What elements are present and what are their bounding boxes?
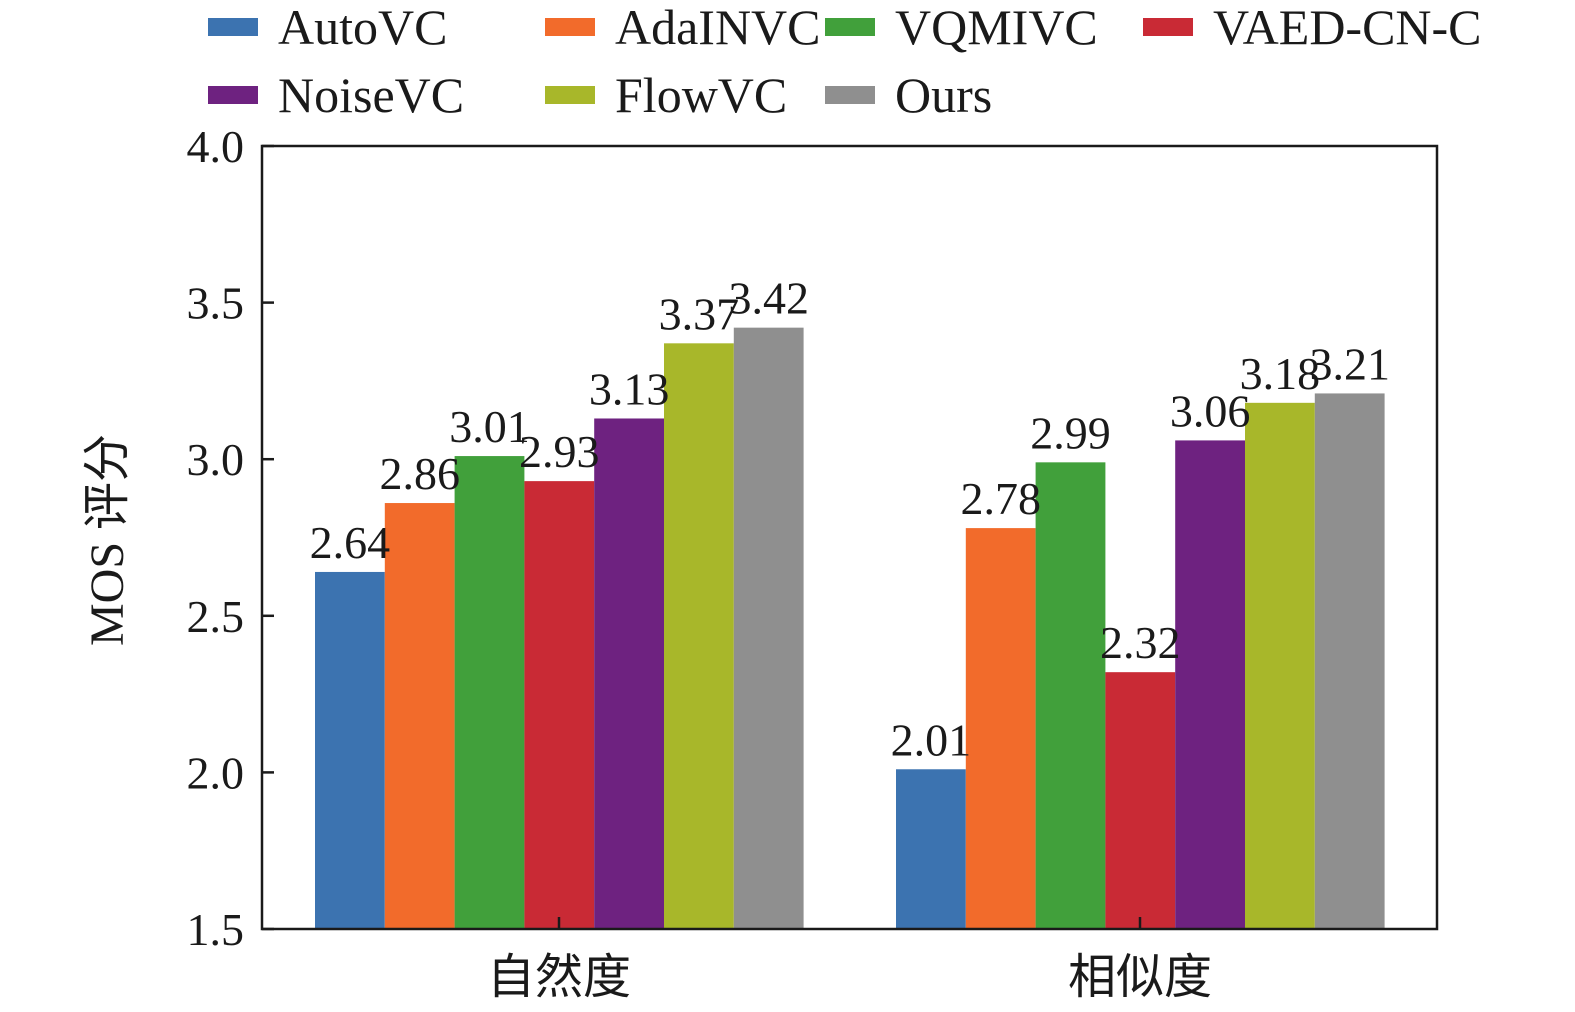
data-labels: 2.64 2.863.012.93 3.13 3.373.42 2.01 2.78 2.99… bbox=[310, 273, 1390, 766]
legend-label: Ours bbox=[895, 67, 992, 123]
data-label: 2.86 bbox=[379, 448, 460, 499]
legend-label: VAED-CN-C bbox=[1213, 0, 1482, 55]
y-tick-label: 4.0 bbox=[187, 121, 245, 172]
data-label: 3.06 bbox=[1170, 385, 1251, 436]
y-tick-label: 3.0 bbox=[187, 434, 245, 485]
legend-swatch-ours bbox=[825, 86, 875, 104]
bar-flowvc-0 bbox=[664, 343, 734, 929]
data-label: 2.64 bbox=[310, 517, 391, 568]
legend-label: AdaINVC bbox=[615, 0, 821, 55]
bar-vqmivc-0 bbox=[454, 456, 525, 929]
bar-autovc-1 bbox=[896, 769, 966, 929]
x-category-label: 相似度 bbox=[1068, 951, 1212, 1004]
y-axis-title: MOS 评分 bbox=[81, 434, 134, 646]
bar-adainvc-1 bbox=[965, 528, 1036, 929]
data-label: 3.13 bbox=[589, 363, 670, 414]
bar-adainvc-0 bbox=[384, 503, 455, 929]
legend-swatch-flowvc bbox=[545, 86, 595, 104]
plot-frame bbox=[260, 144, 1439, 931]
y-tick-label: 3.5 bbox=[187, 278, 245, 329]
y-tick-label: 2.5 bbox=[187, 591, 245, 642]
bar-vqmivc-1 bbox=[1035, 462, 1106, 929]
x-category-label: 自然度 bbox=[487, 951, 631, 1004]
legend: AutoVC AdaINVC VQMIVC VAED-CN-C NoiseVC FlowV… bbox=[208, 0, 1482, 123]
legend-swatch-autovc bbox=[208, 18, 258, 36]
bar-ours-0 bbox=[733, 327, 804, 929]
data-label: 3.21 bbox=[1309, 338, 1390, 389]
y-tick-label: 2.0 bbox=[187, 747, 245, 798]
legend-label: NoiseVC bbox=[278, 67, 464, 123]
data-label: 2.93 bbox=[519, 426, 600, 477]
data-label: 2.78 bbox=[960, 473, 1041, 524]
data-label: 3.18 bbox=[1240, 348, 1321, 399]
bar-autovc-0 bbox=[315, 571, 385, 929]
data-label: 3.37 bbox=[659, 288, 740, 339]
data-label: 2.99 bbox=[1030, 407, 1111, 458]
data-label: 2.32 bbox=[1100, 617, 1181, 668]
bar-noisevc-1 bbox=[1175, 440, 1245, 929]
data-label: 2.01 bbox=[891, 714, 972, 765]
legend-swatch-noisevc bbox=[208, 86, 258, 104]
legend-label: AutoVC bbox=[278, 0, 447, 55]
legend-swatch-vqmivc bbox=[825, 18, 875, 36]
y-tick-label: 1.5 bbox=[187, 904, 245, 955]
bar-vaed-cn-c-0 bbox=[524, 481, 595, 929]
data-label: 3.42 bbox=[728, 273, 809, 324]
bars bbox=[315, 327, 1385, 930]
data-label: 3.01 bbox=[449, 401, 530, 452]
legend-swatch-vaed-cn-c bbox=[1143, 18, 1193, 36]
legend-label: VQMIVC bbox=[895, 0, 1098, 55]
bar-ours-1 bbox=[1314, 393, 1385, 930]
legend-swatch-adainvc bbox=[545, 18, 595, 36]
bar-flowvc-1 bbox=[1245, 402, 1315, 930]
bar-vaed-cn-c-1 bbox=[1105, 672, 1176, 929]
axes: 1.5 2.0 2.5 3.0 3.5 4.0 自然度 相似度 bbox=[187, 121, 1439, 1004]
bar-noisevc-0 bbox=[594, 418, 664, 929]
legend-label: FlowVC bbox=[615, 67, 787, 123]
